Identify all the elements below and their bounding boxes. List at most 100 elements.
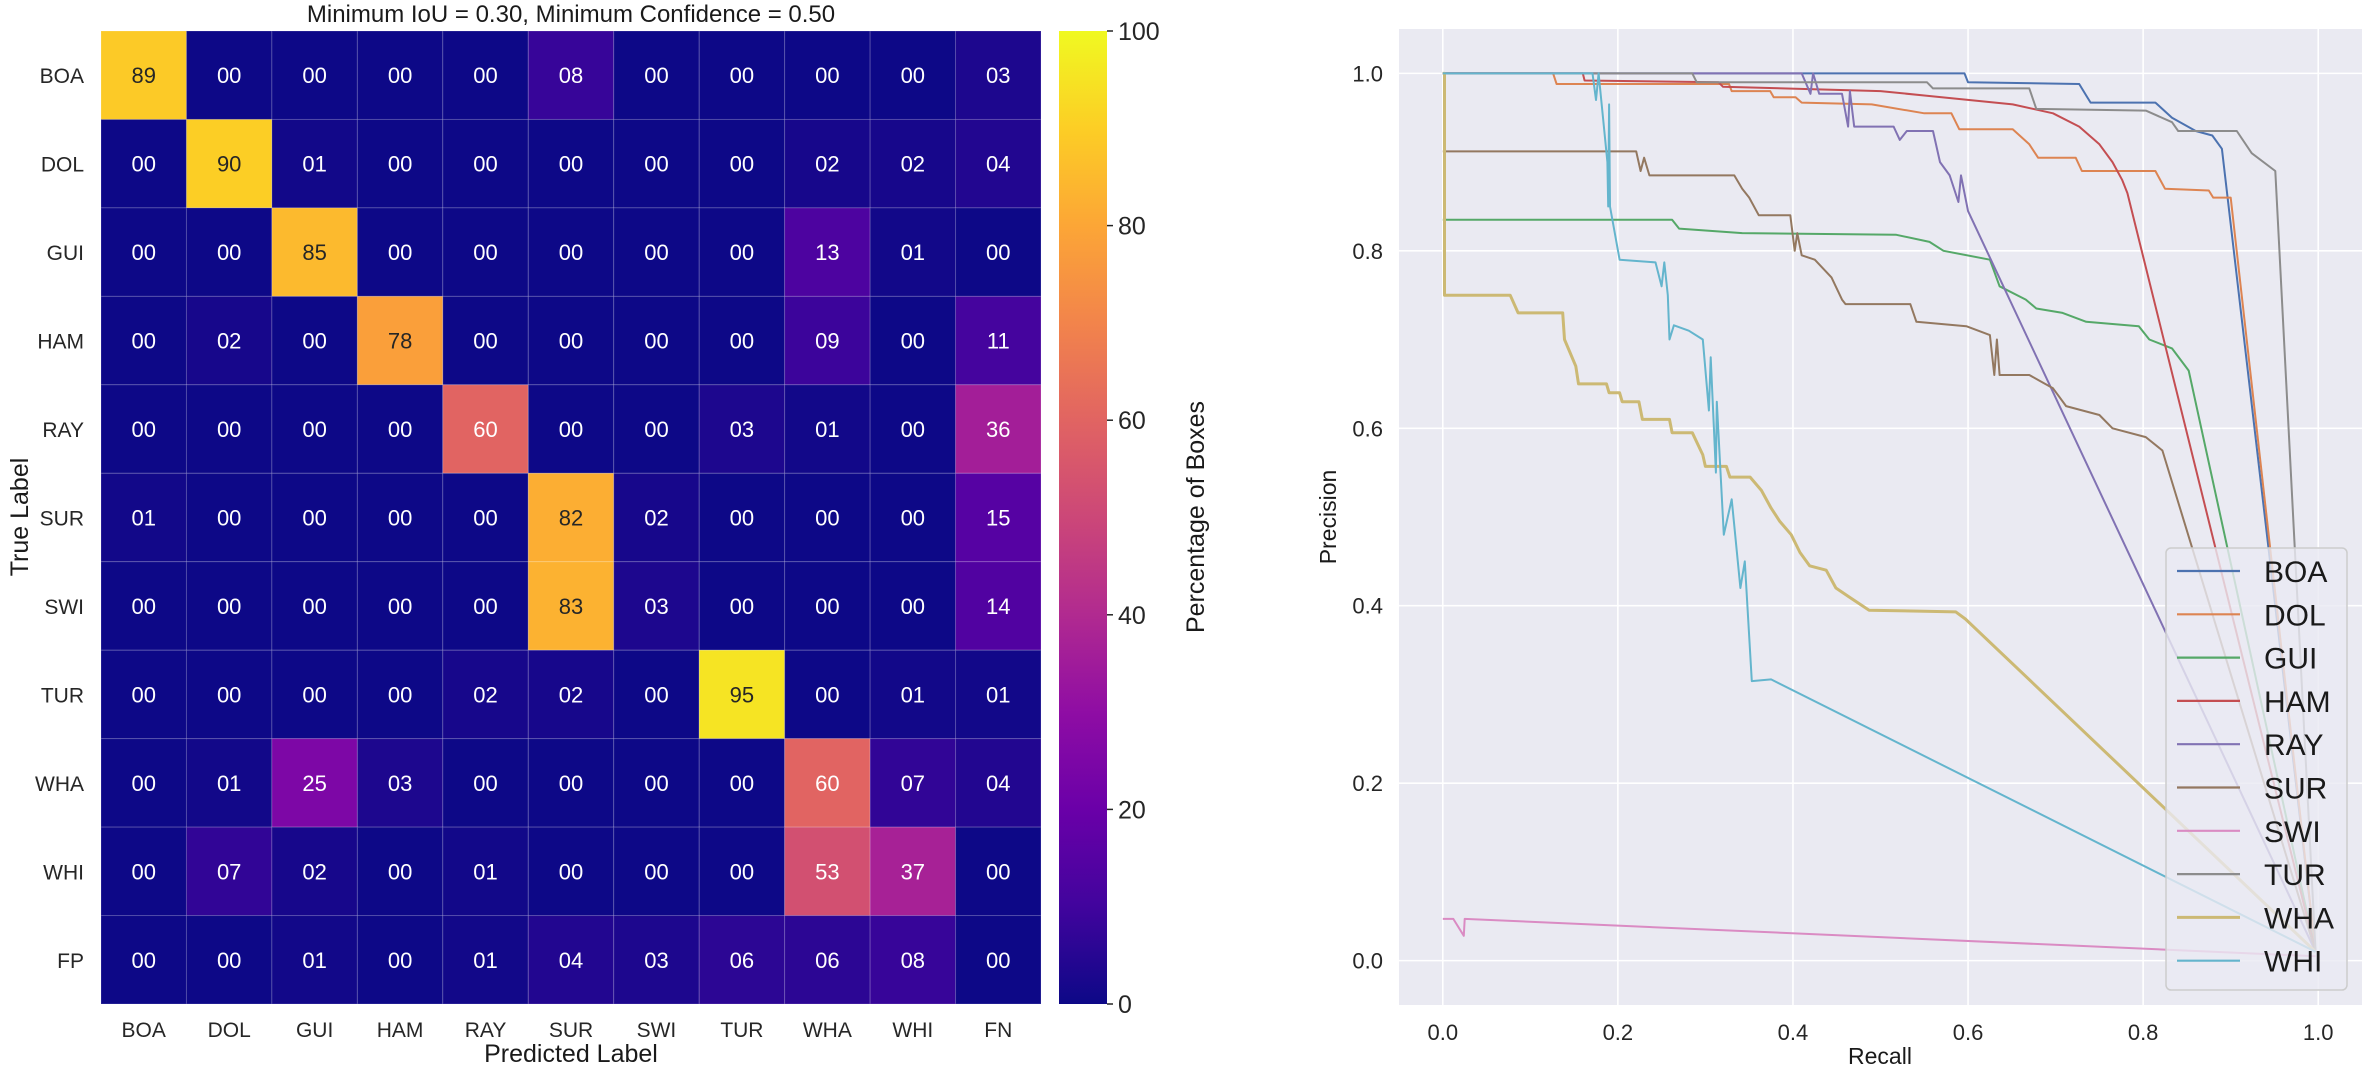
- heatmap-cell-value: 95: [730, 682, 754, 707]
- legend-item: SWI: [2177, 816, 2321, 849]
- heatmap-cell-value: 04: [986, 771, 1010, 796]
- heatmap-cell: 00: [442, 118, 529, 209]
- heatmap-cell-value: 00: [559, 329, 583, 354]
- heatmap-cell: 25: [271, 738, 358, 828]
- heatmap-cell: 00: [442, 207, 529, 297]
- heatmap-cell-value: 02: [901, 152, 925, 177]
- heatmap-cell-fill: [356, 826, 444, 917]
- heatmap-cell: 95: [698, 649, 786, 740]
- heatmap-cell-fill: [271, 384, 358, 474]
- x-tick-label: 0.8: [2128, 1020, 2159, 1045]
- pr-curve-ham: [1442, 72, 2317, 953]
- heatmap-cell-value: 53: [815, 859, 839, 884]
- heatmap-cell: 00: [527, 384, 615, 474]
- heatmap-title: Minimum IoU = 0.30, Minimum Confidence =…: [307, 1, 835, 28]
- heatmap-cell: 03: [613, 915, 700, 1005]
- heatmap-cell-fill: [784, 118, 871, 209]
- legend-item: BOA: [2177, 556, 2327, 589]
- confusion-matrix-heatmap: Minimum IoU = 0.30, Minimum Confidence =…: [6, 1, 1042, 1068]
- heatmap-cell: 82: [527, 472, 615, 563]
- heatmap-cell: 00: [698, 30, 786, 120]
- heatmap-cell: 00: [442, 561, 529, 651]
- heatmap-cell: 00: [185, 472, 273, 563]
- heatmap-cell: 00: [613, 295, 700, 386]
- heatmap-cell: 01: [784, 384, 871, 474]
- heatmap-cell-fill: [185, 561, 273, 651]
- heatmap-cell-value: 00: [217, 417, 241, 442]
- heatmap-cell-fill: [100, 472, 187, 563]
- heatmap-cell-fill: [784, 472, 871, 563]
- heatmap-cell-fill: [955, 30, 1042, 120]
- heatmap-cell-value: 00: [388, 152, 412, 177]
- x-tick-label: SWI: [637, 1019, 677, 1042]
- heatmap-cell-fill: [271, 826, 358, 917]
- heatmap-cell-fill: [955, 384, 1042, 474]
- heatmap-cell-value: 25: [302, 771, 326, 796]
- heatmap-y-tick-labels: BOA DOL GUI HAM RAY SUR SWI TUR WHA WHI FP: [35, 65, 84, 973]
- heatmap-cell: 00: [698, 561, 786, 651]
- heatmap-cell: 00: [271, 561, 358, 651]
- heatmap-cell-value: 00: [559, 152, 583, 177]
- heatmap-cell-fill: [527, 384, 615, 474]
- heatmap-cell: 13: [784, 207, 871, 297]
- heatmap-cell-value: 01: [131, 506, 155, 531]
- y-tick-label: DOL: [41, 154, 84, 177]
- heatmap-cell-value: 01: [901, 240, 925, 265]
- heatmap-cell-value: 00: [730, 506, 754, 531]
- heatmap-cell-value: 01: [302, 948, 326, 973]
- heatmap-cell-fill: [100, 30, 187, 120]
- heatmap-cell-value: 11: [987, 329, 1010, 354]
- heatmap-cell-fill: [271, 118, 358, 209]
- heatmap-cell-fill: [356, 561, 444, 651]
- heatmap-cell-fill: [955, 738, 1042, 828]
- y-tick-label: BOA: [40, 65, 84, 88]
- heatmap-cell: 00: [271, 295, 358, 386]
- heatmap-cell-value: 01: [986, 682, 1010, 707]
- heatmap-cell-value: 02: [559, 682, 583, 707]
- heatmap-cell-value: 02: [217, 329, 241, 354]
- heatmap-cell: 36: [955, 384, 1042, 474]
- heatmap-cell: 00: [527, 295, 615, 386]
- y-tick-label: HAM: [37, 331, 84, 354]
- y-tick-label: 0.0: [1352, 949, 1383, 974]
- pr-curve-boa: [1442, 72, 2317, 952]
- legend-item: RAY: [2177, 729, 2323, 762]
- heatmap-cell-value: 60: [473, 417, 497, 442]
- heatmap-cell-fill: [613, 384, 700, 474]
- heatmap-cell-value: 00: [901, 329, 925, 354]
- heatmap-cell: 06: [784, 915, 871, 1005]
- heatmap-cell-value: 00: [131, 682, 155, 707]
- heatmap-cell-value: 00: [217, 63, 241, 88]
- heatmap-cell-value: 00: [986, 240, 1010, 265]
- heatmap-cell-fill: [955, 915, 1042, 1005]
- heatmap-cell-value: 01: [901, 682, 925, 707]
- heatmap-cell-fill: [185, 384, 273, 474]
- heatmap-cell-fill: [955, 207, 1042, 297]
- heatmap-cell-value: 03: [644, 948, 668, 973]
- legend-label: SWI: [2264, 816, 2321, 849]
- heatmap-cell-fill: [698, 915, 786, 1005]
- heatmap-cell-value: 02: [473, 682, 497, 707]
- heatmap-cell: 02: [527, 649, 615, 740]
- legend-label: GUI: [2264, 643, 2317, 676]
- heatmap-cell: 07: [869, 738, 957, 828]
- heatmap-cell: 04: [527, 915, 615, 1005]
- heatmap-cell-value: 00: [131, 417, 155, 442]
- heatmap-cell: 02: [784, 118, 871, 209]
- y-tick-label: 0.4: [1352, 594, 1383, 619]
- heatmap-cell-fill: [185, 649, 273, 740]
- heatmap-cell: 02: [613, 472, 700, 563]
- colorbar-tick-label: 0: [1118, 991, 1132, 1019]
- heatmap-cell-value: 06: [730, 948, 754, 973]
- heatmap-cell-value: 00: [217, 506, 241, 531]
- heatmap-cell: 00: [271, 649, 358, 740]
- heatmap-cell-value: 02: [302, 859, 326, 884]
- heatmap-cell-value: 90: [217, 152, 241, 177]
- heatmap-cell-fill: [100, 826, 187, 917]
- y-tick-label: TUR: [41, 684, 84, 707]
- heatmap-cell-value: 00: [730, 240, 754, 265]
- heatmap-cell: 00: [356, 118, 444, 209]
- heatmap-cell: 15: [955, 472, 1042, 563]
- heatmap-cell-fill: [185, 295, 273, 386]
- y-tick-label: RAY: [42, 419, 84, 442]
